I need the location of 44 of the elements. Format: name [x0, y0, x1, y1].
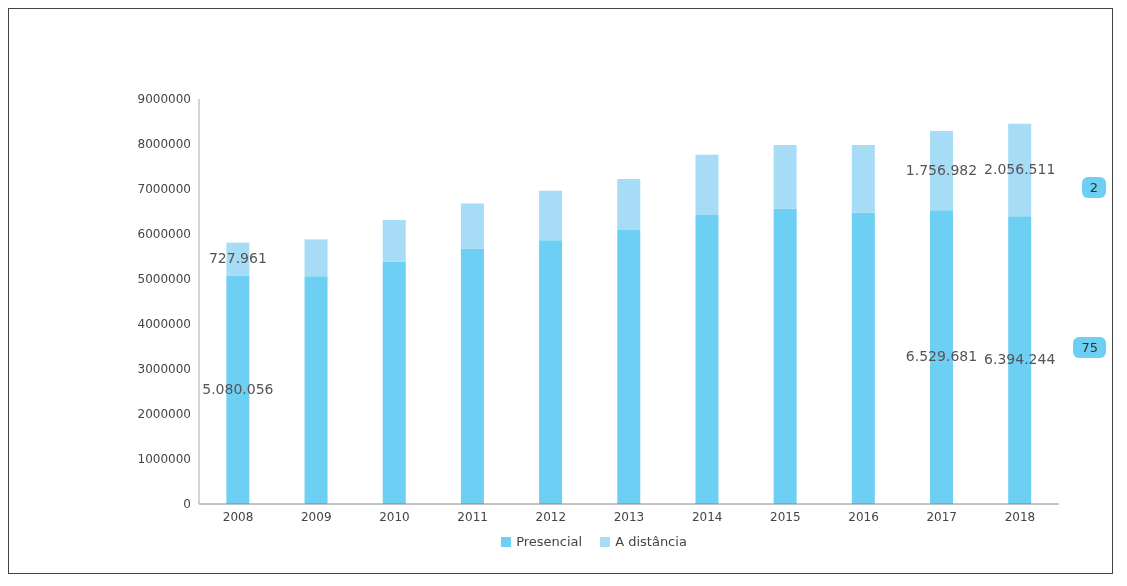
- y-tick-label: 0: [183, 497, 191, 512]
- legend-label: Presencial: [516, 534, 583, 549]
- y-tick-label: 2000000: [137, 407, 191, 422]
- bar: [382, 261, 406, 504]
- data-label: 727.961: [208, 250, 267, 267]
- bar: [695, 154, 719, 216]
- speech-bubble: 75: [1073, 337, 1106, 358]
- x-tick-label: 2008: [222, 509, 254, 524]
- bar: [304, 276, 328, 504]
- legend-label: A distância: [615, 534, 687, 549]
- data-label: 2.056.511: [984, 160, 1056, 177]
- y-tick-label: 7000000: [137, 182, 191, 197]
- bar: [851, 212, 875, 504]
- x-tick-label: 2015: [770, 509, 801, 524]
- bar: [617, 229, 641, 504]
- speech-bubble: 2: [1081, 177, 1106, 198]
- x-tick-label: 2017: [926, 509, 957, 524]
- bar: [460, 248, 484, 504]
- y-tick-label: 5000000: [137, 272, 191, 287]
- bar: [382, 220, 406, 262]
- x-tick-label: 2011: [457, 509, 488, 524]
- y-tick-label: 8000000: [137, 137, 191, 152]
- x-tick-label: 2009: [301, 509, 332, 524]
- x-tick-label: 2018: [1004, 509, 1036, 524]
- x-tick-label: 2012: [535, 509, 567, 524]
- y-tick-label: 1000000: [137, 452, 191, 467]
- data-label: 1.756.982: [905, 161, 978, 178]
- bar: [851, 144, 875, 213]
- bar: [773, 144, 797, 209]
- bar: [460, 203, 484, 249]
- y-tick-label: 6000000: [137, 227, 191, 242]
- y-tick-label: 4000000: [137, 317, 191, 332]
- bar: [304, 239, 328, 277]
- x-tick-label: 2016: [848, 509, 879, 524]
- x-tick-label: 2013: [613, 509, 645, 524]
- x-tick-label: 2010: [379, 509, 410, 524]
- bar: [539, 190, 563, 241]
- bar: [773, 208, 797, 504]
- bar: [695, 215, 719, 504]
- bar: [539, 240, 563, 504]
- y-tick-label: 3000000: [137, 362, 191, 377]
- bar: [617, 179, 641, 230]
- y-tick-label: 9000000: [137, 92, 191, 107]
- x-tick-label: 2014: [691, 509, 723, 524]
